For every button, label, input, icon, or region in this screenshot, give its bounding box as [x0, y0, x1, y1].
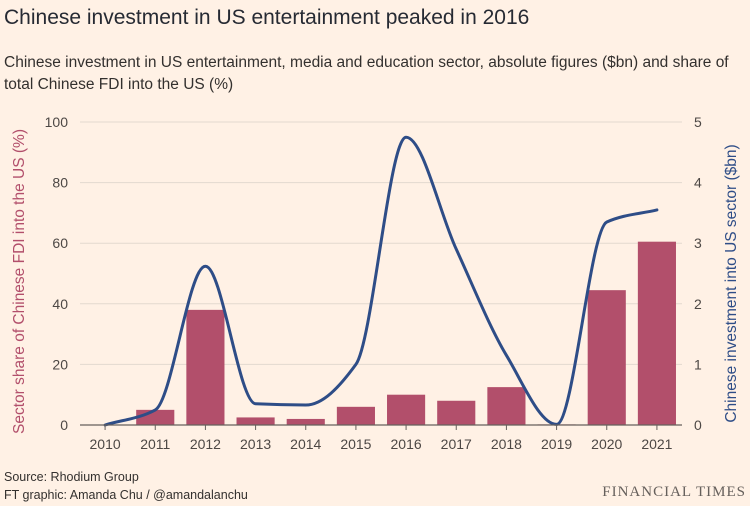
- source-note: Source: Rhodium Group: [4, 470, 139, 484]
- bar: [236, 417, 275, 425]
- x-tick-label: 2018: [491, 436, 522, 452]
- right-tick-label: 5: [694, 114, 702, 130]
- chart-subtitle: Chinese investment in US entertainment, …: [4, 54, 729, 93]
- right-tick-label: 3: [694, 235, 702, 251]
- footer: Source: Rhodium Group FT graphic: Amanda…: [4, 468, 248, 504]
- right-tick-label: 1: [694, 356, 702, 372]
- x-tick-label: 2014: [290, 436, 321, 452]
- right-tick-label: 0: [694, 417, 702, 433]
- grid-lines: [80, 121, 682, 365]
- x-tick-label: 2012: [190, 436, 221, 452]
- x-tick-label: 2021: [641, 436, 672, 452]
- right-tick-label: 4: [694, 175, 702, 191]
- bar: [286, 418, 325, 425]
- bar: [136, 409, 175, 425]
- right-tick-label: 2: [694, 296, 702, 312]
- bar: [336, 406, 375, 425]
- line-series: [103, 135, 659, 427]
- left-tick-label: 60: [52, 235, 68, 251]
- bar: [186, 309, 225, 425]
- left-tick-label: 20: [52, 356, 68, 372]
- left-tick-label: 100: [45, 114, 69, 130]
- bar: [437, 400, 476, 425]
- left-axis-title: Sector share of Chinese FDI into the US …: [11, 129, 28, 434]
- chart-title: Chinese investment in US entertainment p…: [4, 6, 530, 29]
- bar: [637, 241, 676, 425]
- x-tick-label: 2016: [391, 436, 422, 452]
- right-axis-title: Chinese investment into US sector ($bn): [723, 144, 740, 422]
- credit-note: FT graphic: Amanda Chu / @amandalanchu: [4, 488, 248, 502]
- bar: [387, 394, 426, 425]
- bar-series: [136, 241, 676, 425]
- left-tick-label: 80: [52, 175, 68, 191]
- brand-logo: FINANCIAL TIMES: [602, 484, 746, 500]
- left-tick-label: 0: [60, 417, 68, 433]
- x-tick-label: 2011: [140, 436, 170, 452]
- x-tick-label: 2020: [591, 436, 622, 452]
- investment-line: [103, 135, 659, 427]
- x-tick-label: 2015: [340, 436, 371, 452]
- axes: 0 20 40 60 80 100 0 1 2 3 4 5 2010 2011 2012 2013 2014 20…: [45, 114, 702, 452]
- bar: [487, 387, 526, 425]
- x-tick-label: 2010: [90, 436, 121, 452]
- x-tick-label: 2019: [541, 436, 572, 452]
- x-tick-label: 2017: [441, 436, 472, 452]
- bar: [587, 290, 626, 425]
- x-tick-label: 2013: [240, 436, 271, 452]
- left-tick-label: 40: [52, 296, 68, 312]
